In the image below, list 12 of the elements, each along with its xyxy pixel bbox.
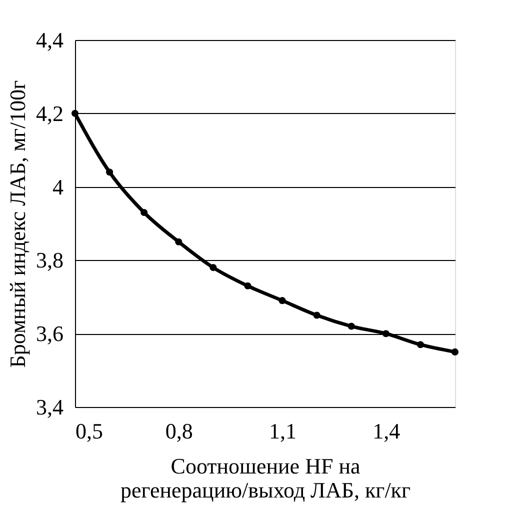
y-tick-label: 3,8 — [36, 248, 64, 273]
y-tick-label: 4 — [52, 174, 64, 200]
x-tick-label: 0,5 — [76, 418, 103, 444]
y-axis-title: Бромный индекс ЛАБ, мг/100г — [5, 80, 30, 368]
y-tick-label: 4,4 — [36, 28, 64, 52]
y-tick-label: 4,2 — [36, 100, 64, 126]
x-axis-title: Соотношение HF на регенерацию/выход ЛАБ, кг/кг — [120, 454, 411, 502]
y-tick-label: 3,6 — [36, 321, 64, 346]
x-tick-label: 0,8 — [165, 418, 193, 444]
x-tick-label: 1,1 — [269, 418, 297, 444]
x-tick-label: 1,4 — [372, 418, 400, 444]
y-tick-label: 3,4 — [36, 394, 64, 420]
